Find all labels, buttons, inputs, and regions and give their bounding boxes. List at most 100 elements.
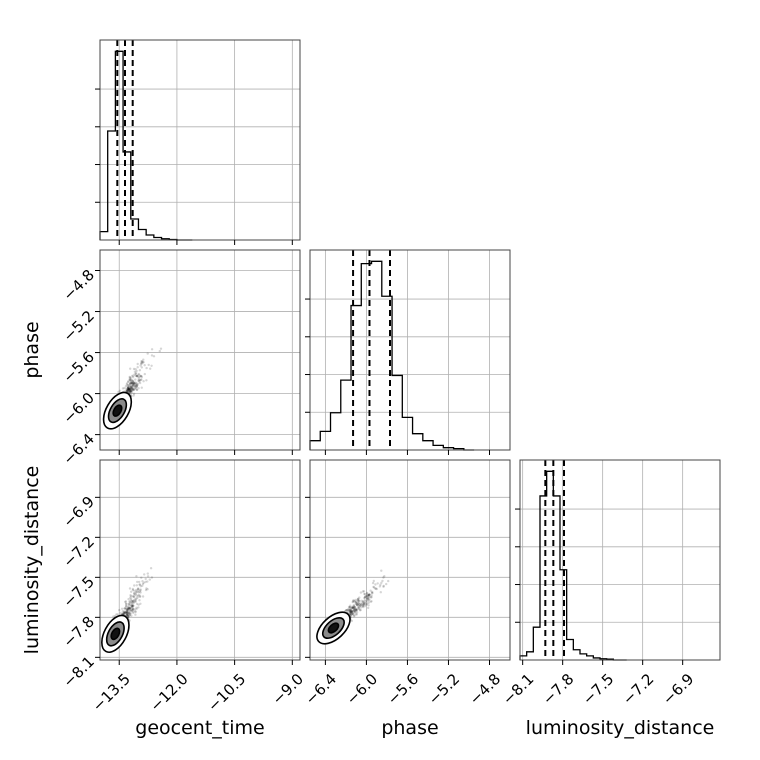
luminosity-distance-vs-geocent-time-point <box>130 610 134 613</box>
phase-vs-geocent-time-point <box>134 368 137 371</box>
phase-vs-geocent-time-point <box>135 374 138 378</box>
luminosity-distance-vs-geocent-time-point <box>131 600 134 603</box>
luminosity-distance-vs-phase-point <box>360 602 363 606</box>
luminosity-distance-vs-phase-point <box>365 595 368 598</box>
luminosity-distance-vs-phase-point <box>379 591 382 594</box>
luminosity-distance-vs-phase-point <box>387 579 390 583</box>
phase-vs-geocent-time-point <box>136 384 139 387</box>
phase-x-tick-label: −6.4 <box>302 670 340 708</box>
luminosity-distance-y-tick-label: −7.2 <box>60 533 98 571</box>
luminosity-distance-vs-geocent-time-point <box>137 594 140 597</box>
luminosity-distance-vs-phase-point <box>355 602 359 605</box>
luminosity-distance-vs-phase-point <box>350 607 353 611</box>
phase-vs-geocent-time-point <box>129 381 133 384</box>
phase-vs-geocent-time-point <box>132 382 135 385</box>
luminosity-distance-vs-phase-point <box>355 613 358 616</box>
luminosity-distance-vs-geocent-time-point <box>135 606 138 609</box>
luminosity-distance-vs-geocent-time-point <box>137 606 140 609</box>
phase-vs-geocent-time-point <box>130 381 133 385</box>
luminosity-distance-vs-phase-frame <box>309 459 511 661</box>
phase-vs-geocent-time-point <box>127 380 130 383</box>
luminosity-distance-vs-phase-point <box>379 583 382 586</box>
phase-vs-geocent-time-point <box>126 386 130 389</box>
luminosity-distance-vs-geocent-time-point <box>127 602 131 606</box>
phase-vs-geocent-time-point <box>125 389 129 392</box>
luminosity-distance-vs-geocent-time-point <box>128 607 131 610</box>
phase-y-tick-label: −5.2 <box>60 307 98 345</box>
phase-vs-geocent-time-point <box>118 389 122 392</box>
luminosity-distance-vs-phase-point <box>348 612 352 616</box>
luminosity-distance-vs-geocent-time-point <box>123 607 126 610</box>
luminosity-distance-vs-geocent-time-point <box>127 607 131 610</box>
luminosity-distance-vs-geocent-time-point <box>125 610 128 614</box>
phase-vs-geocent-time-point <box>139 364 142 367</box>
geocent-time-x-tick-label: −12.0 <box>146 670 191 715</box>
phase-vs-geocent-time-point <box>128 389 131 392</box>
phase-vs-geocent-time-point <box>130 388 134 391</box>
luminosity-distance-vs-phase-point <box>356 603 359 606</box>
phase-vs-geocent-time-point <box>138 380 141 383</box>
luminosity-distance-vs-geocent-time-point <box>134 592 137 596</box>
phase-vs-geocent-time-point <box>128 384 131 387</box>
luminosity-distance-vs-geocent-time-point <box>130 605 133 609</box>
luminosity-distance-vs-geocent-time-point <box>124 602 128 605</box>
luminosity-distance-vs-geocent-time-point <box>131 595 134 598</box>
luminosity-distance-vs-geocent-time-frame <box>99 459 301 661</box>
phase-vs-geocent-time-point <box>143 364 146 367</box>
phase-x-tick-label: −5.6 <box>384 670 422 708</box>
labels-layer: phase luminosity_distance geocent_time p… <box>21 321 714 739</box>
luminosity-distance-vs-geocent-time-point <box>126 614 130 617</box>
luminosity-distance-vs-phase-point <box>353 607 357 611</box>
phase-vs-geocent-time-point <box>125 388 128 391</box>
phase-vs-geocent-time-point <box>127 387 131 391</box>
luminosity-distance-vs-geocent-time-point <box>116 613 119 616</box>
luminosity-distance-vs-geocent-time-point <box>128 609 131 612</box>
luminosity-distance-vs-phase-point <box>381 579 384 583</box>
phase-vs-geocent-time-point <box>137 387 140 390</box>
luminosity-distance-vs-geocent-time-point <box>124 600 127 604</box>
phase-vs-geocent-time-point <box>140 360 143 363</box>
luminosity-distance-vs-phase-point <box>359 606 362 609</box>
luminosity-distance-vs-geocent-time-point <box>135 575 138 578</box>
luminosity-distance-vs-geocent-time-point <box>149 567 153 570</box>
phase-vs-geocent-time-point <box>124 385 128 388</box>
luminosity-distance-vs-phase-point <box>347 608 350 612</box>
luminosity-distance-vs-phase-point <box>368 593 371 596</box>
luminosity-distance-vs-geocent-time-point <box>138 583 142 586</box>
luminosity-distance-vs-geocent-time-point <box>122 611 125 614</box>
phase-vs-geocent-time-point <box>145 366 148 370</box>
luminosity-distance-vs-geocent-time-point <box>126 612 129 615</box>
luminosity-distance-vs-phase-point <box>370 596 373 599</box>
phase-vs-geocent-time-point <box>129 382 132 385</box>
phase-vs-geocent-time-point <box>137 378 140 382</box>
luminosity-distance-vs-geocent-time-point <box>134 613 137 616</box>
phase-vs-geocent-time-point <box>131 384 135 388</box>
luminosity-distance-vs-geocent-time-point <box>128 587 132 590</box>
luminosity-distance-vs-geocent-time-point <box>144 588 148 592</box>
phase-vs-geocent-time-point <box>126 388 130 391</box>
luminosity-distance-vs-phase-point <box>351 600 354 604</box>
phase-vs-geocent-time-point <box>129 386 132 389</box>
luminosity-distance-vs-phase-point <box>349 610 352 614</box>
luminosity-distance-vs-geocent-time-point <box>138 583 141 586</box>
luminosity-distance-vs-geocent-time-point <box>126 607 129 610</box>
phase-vs-geocent-time-point <box>134 387 137 391</box>
luminosity-distance-vs-geocent-time-point <box>137 603 140 606</box>
phase-histogram-frame <box>309 249 511 451</box>
luminosity-distance-y-tick-label: −7.8 <box>60 613 98 651</box>
luminosity-distance-vs-geocent-time-point <box>131 604 134 608</box>
luminosity-distance-vs-geocent-time-point <box>125 612 128 615</box>
luminosity-distance-x-tick-label: −7.2 <box>619 670 657 708</box>
phase-vs-geocent-time-point <box>136 375 139 378</box>
luminosity-distance-vs-phase-point <box>353 609 356 613</box>
luminosity-distance-vs-phase-point <box>366 602 369 605</box>
luminosity-distance-vs-geocent-time-point <box>136 590 139 593</box>
luminosity-distance-vs-phase-point <box>365 591 369 595</box>
luminosity-distance-vs-phase-point <box>361 605 365 609</box>
luminosity-distance-vs-phase-point <box>353 607 356 610</box>
phase-vs-geocent-time-point <box>136 366 139 369</box>
phase-vs-geocent-time-point <box>127 387 130 390</box>
luminosity-distance-vs-phase-point <box>350 619 354 623</box>
luminosity-distance-vs-phase-point <box>359 604 363 607</box>
luminosity-distance-vs-geocent-time-point <box>131 604 135 607</box>
